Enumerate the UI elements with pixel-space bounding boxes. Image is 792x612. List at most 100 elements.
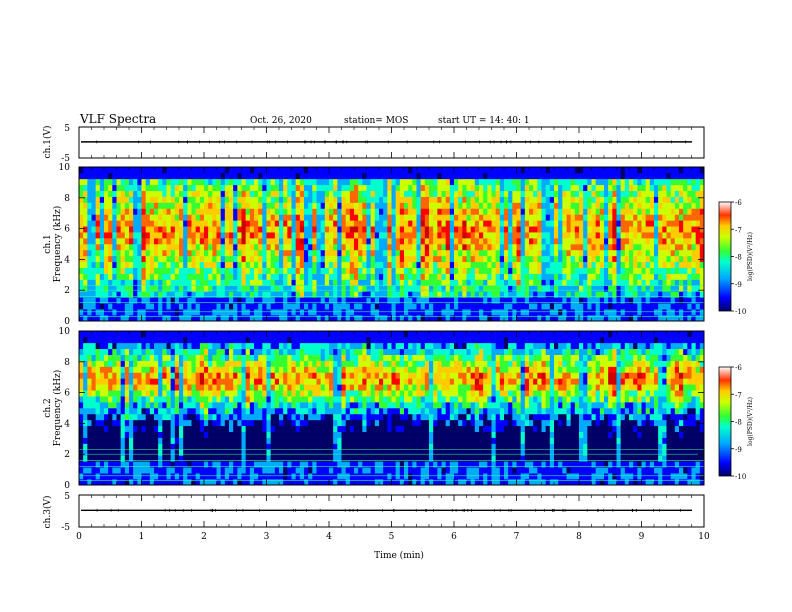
spectrogram-cell xyxy=(112,413,117,421)
spectrogram-cell xyxy=(179,419,184,427)
spectrogram-cell xyxy=(537,208,542,215)
spectrogram-cell xyxy=(187,473,192,480)
spectrogram-cell xyxy=(137,178,142,186)
spectrogram-cell xyxy=(454,273,459,280)
spectrogram-cell xyxy=(79,238,84,245)
spectrogram-cell xyxy=(674,238,680,245)
spectrogram-cell xyxy=(391,226,396,233)
spectrogram-cell xyxy=(408,297,413,304)
spectrogram-cell xyxy=(304,232,309,239)
spectrogram-cell xyxy=(158,360,163,367)
spectrogram-cell xyxy=(429,273,434,280)
spectrogram-cell xyxy=(683,190,688,197)
spectrogram-cell xyxy=(120,202,126,209)
spectrogram-cell xyxy=(229,261,234,268)
spectrogram-cell xyxy=(249,309,255,316)
spectrogram-cell xyxy=(91,408,96,415)
spectrogram-cell xyxy=(266,303,271,310)
spectrogram-cell xyxy=(699,172,705,180)
spectrogram-cell xyxy=(345,220,351,227)
spectrogram-cell xyxy=(570,232,576,239)
spectrogram-cell xyxy=(274,315,280,322)
spectrogram-cell xyxy=(99,331,105,338)
spectrogram-cell xyxy=(112,331,117,338)
spectrogram-cell xyxy=(237,167,242,174)
spectrogram-cell xyxy=(404,226,409,233)
spectrogram-cell xyxy=(458,214,463,221)
spectrogram-cell xyxy=(145,208,151,215)
spectrogram-cell xyxy=(395,309,401,316)
spectrogram-cell xyxy=(166,360,171,367)
spectrogram-cell xyxy=(337,255,342,263)
spectrogram-cell xyxy=(579,249,584,257)
spectrogram-cell xyxy=(483,178,488,186)
spectrogram-cell xyxy=(408,267,413,274)
spectrogram-cell xyxy=(241,297,246,304)
spectrogram-cell xyxy=(124,309,130,316)
spectrogram-cell xyxy=(116,455,121,462)
spectrogram-cell xyxy=(191,315,196,322)
spectrogram-cell xyxy=(137,214,142,221)
spectrogram-cell xyxy=(270,178,276,186)
spectrogram-cell xyxy=(366,232,371,239)
spectrogram-cell xyxy=(95,408,101,415)
spectrogram-cell xyxy=(466,291,471,298)
spectrogram-cell xyxy=(324,190,330,197)
spectrogram-cell xyxy=(329,291,334,298)
spectrogram-cell xyxy=(674,178,680,186)
spectrogram-cell xyxy=(341,285,346,292)
spectrogram-cell xyxy=(220,303,226,310)
spectrogram-cell xyxy=(295,244,301,251)
spectrogram-cell xyxy=(574,273,580,280)
spectrogram-cell xyxy=(183,267,188,274)
spectrogram-cell xyxy=(445,178,451,186)
spectrogram-cell xyxy=(399,285,405,292)
spectrogram-cell xyxy=(320,226,326,233)
spectrogram-cell xyxy=(433,291,438,298)
spectrogram-cell xyxy=(670,232,676,239)
spectrogram-cell xyxy=(79,473,84,480)
spectrogram-cell xyxy=(145,167,151,174)
spectrogram-cell xyxy=(629,315,634,322)
spectrogram-cell xyxy=(337,208,342,215)
spectrogram-cell xyxy=(583,309,588,316)
spectrogram-cell xyxy=(641,297,646,304)
spectrogram-cell xyxy=(491,279,496,286)
spectrogram-cell xyxy=(287,238,292,245)
spectrogram-cell xyxy=(424,184,430,191)
spectrogram-cell xyxy=(354,208,359,215)
spectrogram-cell xyxy=(291,255,296,263)
spectrogram-cell xyxy=(183,226,188,233)
spectrogram-cell xyxy=(616,291,621,298)
spectrogram-cell xyxy=(229,244,234,251)
spectrogram-cell xyxy=(258,279,263,286)
spectrogram-cell xyxy=(462,202,467,209)
spectrogram-cell xyxy=(208,202,213,209)
spectrogram-cell xyxy=(616,232,621,239)
spectrogram-cell xyxy=(570,190,576,197)
spectrogram-cell xyxy=(399,214,405,221)
spectrogram-cell xyxy=(566,167,571,174)
spectrogram-cell xyxy=(641,178,646,186)
spectrogram-cell xyxy=(187,244,192,251)
spectrogram-cell xyxy=(258,190,263,197)
spectrogram-cell xyxy=(470,208,476,215)
spectrogram-cell xyxy=(566,261,571,268)
spectrogram-cell xyxy=(174,372,180,379)
spectrogram-cell xyxy=(495,226,501,233)
spectrogram-cell xyxy=(604,220,609,227)
spectrogram-cell xyxy=(249,226,255,233)
spectrogram-cell xyxy=(254,167,259,174)
spectrogram-cell xyxy=(679,309,684,316)
spectrogram-cell xyxy=(366,267,371,274)
spectrogram-cell xyxy=(687,196,692,203)
spectrogram-cell xyxy=(245,220,251,227)
spectrogram-cell xyxy=(291,208,296,215)
spectrogram-cell xyxy=(266,285,271,292)
spectrogram-cell xyxy=(287,202,292,209)
spectrogram-cell xyxy=(312,202,317,209)
spectrogram-cell xyxy=(679,267,684,274)
spectrogram-cell xyxy=(579,202,584,209)
spectrogram-cell xyxy=(95,255,101,263)
spectrogram-cell xyxy=(370,303,376,310)
